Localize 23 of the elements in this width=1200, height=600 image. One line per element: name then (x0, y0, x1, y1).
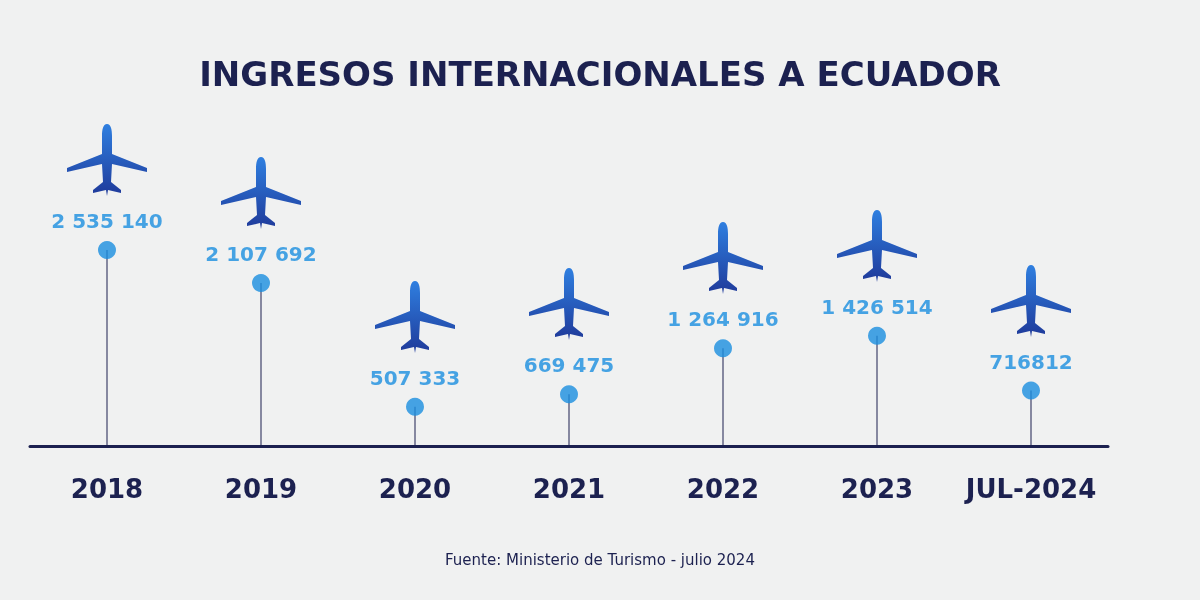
data-label: 2 535 140 (51, 209, 163, 233)
point (252, 274, 270, 293)
chart-title: INGRESOS INTERNACIONALES A ECUADOR (199, 54, 1001, 94)
point (560, 385, 578, 404)
point (1022, 381, 1040, 400)
data-label: 716812 (989, 349, 1073, 374)
data-label: 2 107 692 (205, 242, 317, 267)
x-tick-label: 2022 (686, 474, 760, 504)
point (868, 326, 886, 345)
data-label: 1 264 916 (667, 307, 779, 332)
x-tick-label: JUL-2024 (963, 474, 1097, 504)
x-tick-label: 2019 (224, 474, 298, 504)
x-tick-label: 2018 (70, 474, 144, 504)
data-label: 1 426 514 (821, 294, 933, 319)
data-label: 669 475 (523, 353, 615, 378)
point (98, 241, 116, 259)
point (406, 397, 424, 416)
x-tick-label: 2020 (378, 474, 452, 504)
x-tick-label: 2021 (532, 474, 606, 504)
x-tick-label: 2023 (840, 474, 914, 504)
source-note: Fuente: Ministerio de Turismo - julio 2024 (445, 550, 755, 569)
point (714, 339, 732, 358)
data-label: 507 333 (369, 365, 461, 390)
